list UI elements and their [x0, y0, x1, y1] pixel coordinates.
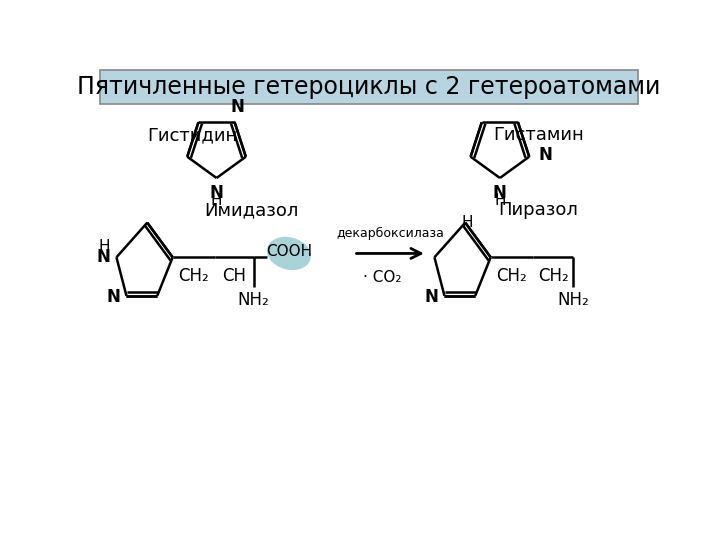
- Text: N: N: [96, 248, 110, 266]
- Text: CH₂: CH₂: [496, 267, 527, 285]
- Text: H: H: [99, 239, 110, 254]
- Text: Пятичленные гетероциклы с 2 гетероатомами: Пятичленные гетероциклы с 2 гетероатомам…: [77, 75, 661, 99]
- FancyBboxPatch shape: [100, 70, 638, 104]
- Text: CH: CH: [222, 267, 246, 285]
- Text: Гистидин: Гистидин: [147, 126, 237, 144]
- Text: декарбоксилаза: декарбоксилаза: [336, 226, 444, 240]
- Text: H: H: [211, 193, 222, 208]
- Text: NH₂: NH₂: [557, 291, 589, 309]
- Text: N: N: [210, 184, 223, 202]
- Text: Имидазол: Имидазол: [204, 201, 298, 219]
- Text: CH₂: CH₂: [178, 267, 209, 285]
- Text: N: N: [539, 146, 552, 164]
- Text: COOH: COOH: [266, 245, 312, 259]
- Text: N: N: [493, 184, 507, 202]
- Text: · CO₂: · CO₂: [363, 271, 402, 285]
- Text: N: N: [107, 288, 120, 306]
- Text: Пиразол: Пиразол: [498, 201, 578, 219]
- Ellipse shape: [267, 237, 311, 270]
- Text: NH₂: NH₂: [238, 291, 269, 309]
- Text: H: H: [461, 215, 472, 230]
- Text: H: H: [494, 193, 505, 208]
- Text: Гистамин: Гистамин: [493, 126, 584, 144]
- Text: CH₂: CH₂: [538, 267, 568, 285]
- Text: N: N: [424, 288, 438, 306]
- Text: N: N: [230, 98, 244, 116]
